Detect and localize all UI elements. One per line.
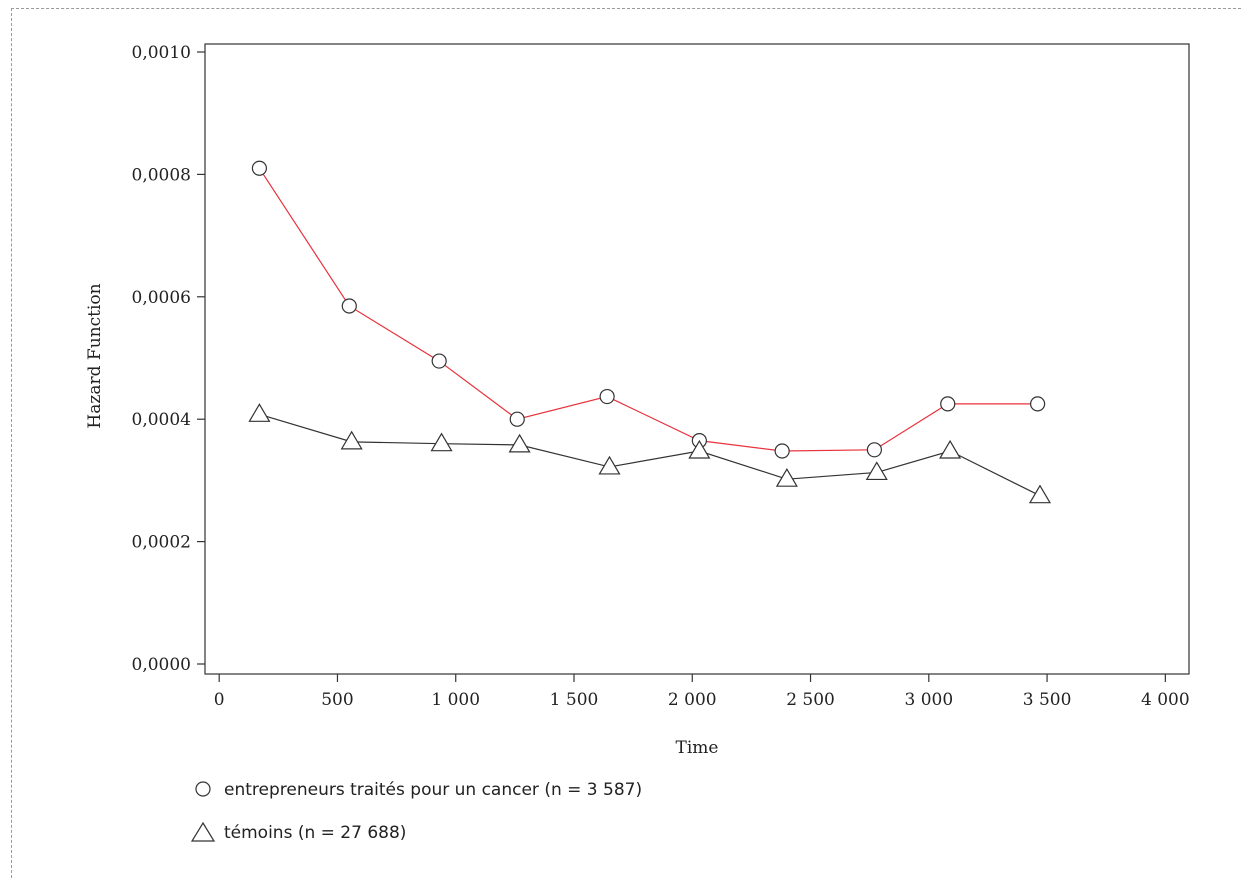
circle-point (866, 442, 883, 458)
circle-marker-icon (195, 781, 211, 797)
x-tick-label: 0 (214, 690, 225, 710)
x-tick-label: 2 500 (786, 690, 835, 710)
x-tick-label: 3 500 (1023, 690, 1072, 710)
y-tick-label: 0,0000 (132, 655, 191, 675)
triangle-point (865, 461, 888, 481)
circle-point (599, 388, 615, 405)
triangle-point (248, 403, 271, 422)
y-axis-title: Hazard Function (85, 283, 105, 428)
circle-point (509, 411, 525, 427)
triangle-point (688, 439, 711, 459)
triangle-point (775, 467, 798, 487)
triangle-point (340, 430, 363, 450)
circle-point (341, 298, 357, 314)
y-tick-label: 0,0008 (132, 165, 191, 185)
x-axis: 0 500 1 000 1 500 2 000 2 500 3 000 3 500 4 000 (214, 674, 1190, 710)
plot-area (204, 43, 1190, 675)
legend: entrepreneurs traités pour un cancer (n … (190, 780, 642, 843)
series-line-2 (259, 413, 1041, 497)
y-tick-label: 0,0006 (132, 288, 191, 308)
legend-item-cancer: entrepreneurs traités pour un cancer (n … (195, 780, 642, 800)
triangle-point (508, 433, 531, 453)
x-tick-label: 1 000 (431, 690, 480, 710)
y-tick-label: 0,0004 (132, 410, 191, 430)
x-tick-label: 3 000 (904, 690, 953, 710)
circle-point (774, 443, 790, 459)
x-tick-label: 2 000 (668, 690, 717, 710)
triangle-marker-icon (190, 821, 216, 842)
x-tick-label: 1 500 (550, 690, 599, 710)
circle-point (940, 396, 956, 412)
triangle-point (939, 439, 962, 459)
legend-label-cancer: entrepreneurs traités pour un cancer (n … (224, 780, 642, 800)
series-layer (248, 160, 1052, 504)
x-tick-label: 4 000 (1141, 690, 1190, 710)
y-tick-label: 0,0002 (132, 533, 191, 553)
legend-label-temoins: témoins (n = 27 688) (224, 823, 406, 843)
y-tick-label: 0,0010 (132, 43, 191, 63)
triangle-point (1028, 484, 1052, 504)
x-tick-label: 500 (321, 690, 353, 710)
circle-point (1030, 396, 1046, 412)
circle-point (431, 353, 447, 369)
triangle-point (598, 455, 621, 475)
y-axis: 0,0000 0,0002 0,0004 0,0006 0,0008 0,0010 (132, 43, 205, 675)
series-line-1 (258, 167, 1038, 452)
legend-item-temoins: témoins (n = 27 688) (190, 821, 406, 843)
circle-point (251, 160, 268, 176)
x-axis-title: Time (676, 738, 719, 758)
triangle-point (430, 432, 453, 452)
